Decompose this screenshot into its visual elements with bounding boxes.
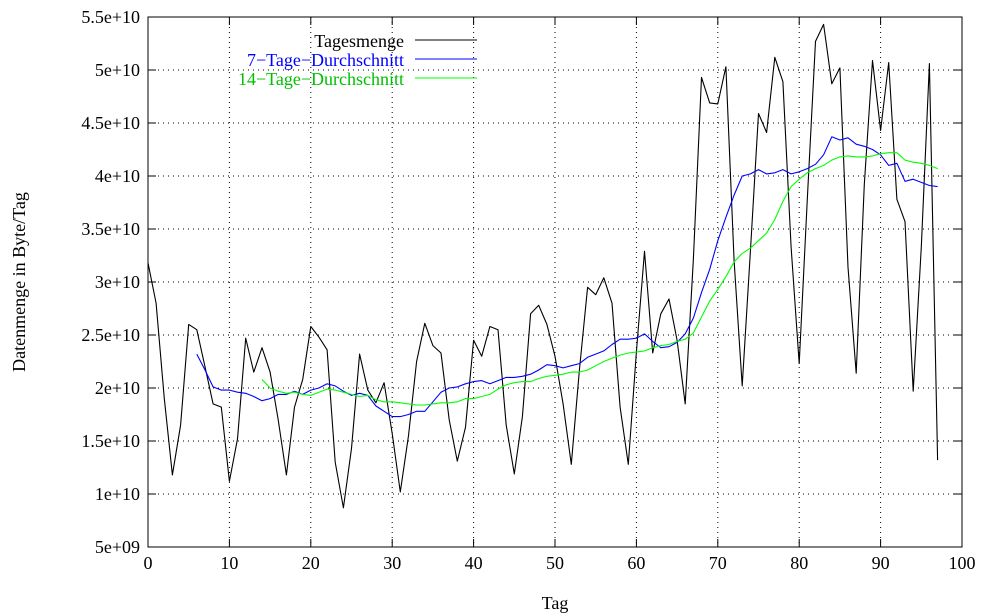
x-tick-label: 10 [220, 553, 238, 573]
series-line-7-tage-durchschnitt [196, 136, 938, 418]
x-tick-label: 70 [709, 553, 727, 573]
y-tick-label: 5.5e+10 [81, 7, 140, 27]
axis-ticks: 0 10 20 30 40 50 60 70 80 90 100 5e+09 1e+10 1.5e+10 2… [81, 7, 975, 573]
x-tick-label: 50 [546, 553, 564, 573]
y-axis-label: Datenmenge in Byte/Tag [9, 192, 29, 372]
x-tick-label: 0 [144, 553, 153, 573]
y-tick-label: 1.5e+10 [81, 431, 140, 451]
series-line-tagesmenge [147, 23, 939, 509]
x-tick-label: 60 [627, 553, 645, 573]
y-tick-label: 4e+10 [95, 166, 140, 186]
y-tick-label: 2e+10 [95, 378, 140, 398]
grid-lines [148, 17, 962, 547]
y-tick-label: 3e+10 [95, 272, 140, 292]
y-tick-label: 1e+10 [95, 484, 140, 504]
x-tick-label: 40 [465, 553, 483, 573]
x-tick-label: 80 [790, 553, 808, 573]
y-tick-label: 5e+10 [95, 60, 140, 80]
y-tick-label: 5e+09 [95, 537, 140, 557]
y-tick-label: 2.5e+10 [81, 325, 140, 345]
x-axis-label: Tag [542, 593, 569, 613]
legend-label-14-tage: 14−Tage−Durchschnitt [238, 69, 404, 89]
legend-label-tagesmenge: Tagesmenge [314, 31, 404, 51]
x-tick-label: 100 [949, 553, 976, 573]
y-tick-label: 3.5e+10 [81, 219, 140, 239]
series-line-14-tage-durchschnitt [261, 152, 938, 406]
x-tick-label: 30 [383, 553, 401, 573]
x-tick-label: 90 [872, 553, 890, 573]
legend-label-7-tage: 7−Tage−Durchschnitt [247, 50, 404, 70]
y-tick-label: 4.5e+10 [81, 113, 140, 133]
x-tick-label: 20 [302, 553, 320, 573]
legend: Tagesmenge 7−Tage−Durchschnitt 14−Tage−D… [238, 31, 477, 89]
series-lines [147, 23, 939, 509]
